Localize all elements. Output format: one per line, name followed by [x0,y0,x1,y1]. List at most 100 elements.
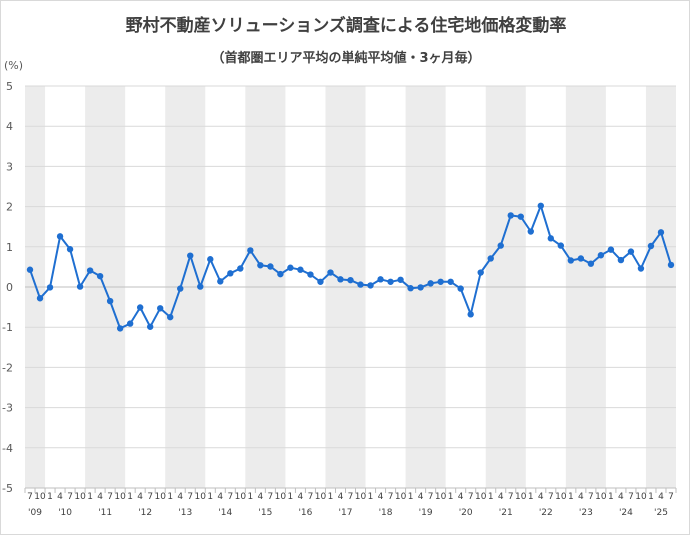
x-month-label: 10 [635,492,647,502]
x-year-label: '19 [419,508,433,518]
data-point [437,278,444,285]
x-month-label: 7 [227,492,233,502]
data-point [627,248,635,255]
x-month-label: 4 [177,492,183,502]
data-point [257,262,264,269]
data-point [387,278,394,285]
x-month-label: 1 [167,492,173,502]
y-tick-label: 0 [6,281,13,294]
data-point [577,255,585,262]
x-month-label: 10 [195,492,207,502]
y-tick-label: -4 [2,442,13,455]
data-point [507,212,514,219]
x-month-label: 10 [114,492,126,502]
x-month-label: 4 [57,492,63,502]
data-point [537,202,544,209]
x-month-label: 4 [578,492,584,502]
x-month-label: 4 [137,492,143,502]
chart-subtitle: （首都圏エリア平均の単純平均値・3ヶ月毎） [211,51,481,66]
x-month-label: 4 [378,492,384,502]
x-month-label: 7 [508,492,514,502]
data-point [647,242,655,250]
x-year-label: '12 [138,508,152,518]
data-point [187,252,194,259]
x-month-label: 4 [418,492,424,502]
data-point [617,256,625,264]
data-point [477,269,484,276]
x-month-label: 4 [97,492,103,502]
x-month-label: 10 [595,492,607,502]
x-year-label: '18 [379,508,393,518]
x-month-label: 1 [368,492,374,502]
data-point [287,264,294,271]
x-month-label: 1 [568,492,574,502]
data-point [407,285,414,292]
data-point [177,285,184,292]
data-point [457,285,464,292]
x-month-label: 4 [618,492,624,502]
data-point [197,283,204,290]
x-year-label: '14 [218,508,232,518]
x-month-label: 7 [668,492,674,502]
x-month-label: 1 [488,492,494,502]
data-point [267,263,274,270]
data-point [527,228,534,235]
data-point [247,247,254,254]
x-month-label: 1 [127,492,133,502]
x-month-label: 7 [187,492,193,502]
x-month-label: 1 [448,492,454,502]
x-month-label: 10 [515,492,527,502]
data-point [557,242,565,249]
data-point [367,282,374,289]
x-month-label: 7 [348,492,354,502]
x-month-label: 7 [388,492,394,502]
x-year-label: '13 [178,508,192,518]
x-month-label: 4 [257,492,263,502]
data-point [66,246,74,253]
x-month-label: 7 [67,492,73,502]
x-month-label: 10 [275,492,287,502]
x-month-label: 7 [548,492,554,502]
x-month-label: 1 [47,492,53,502]
x-month-label: 10 [435,492,447,502]
data-point [26,266,34,273]
x-month-label: 1 [87,492,93,502]
y-tick-label: 4 [6,120,13,133]
x-month-label: 1 [608,492,614,502]
y-tick-label: 5 [6,80,13,93]
data-point [36,295,44,302]
x-month-label: 4 [217,492,223,502]
data-point [327,269,334,276]
x-month-label: 10 [315,492,327,502]
data-point [547,235,555,242]
data-point [307,271,314,278]
data-point [217,278,224,285]
x-month-label: 7 [308,492,314,502]
x-month-label: 4 [338,492,344,502]
data-point [237,265,244,272]
data-point [347,276,354,284]
x-month-label: 4 [658,492,664,502]
x-month-label: 7 [588,492,594,502]
data-point [297,266,304,273]
x-year-label: '20 [459,508,473,518]
data-point [587,260,595,267]
x-month-label: 7 [147,492,153,502]
x-month-label: 10 [475,492,487,502]
data-point [207,256,214,263]
data-point [597,252,605,259]
data-point [607,246,615,253]
y-tick-label: 1 [6,241,13,254]
x-month-label: 4 [458,492,464,502]
y-tick-label: -5 [2,482,13,495]
x-month-label: 4 [298,492,304,502]
data-point [116,325,124,332]
x-month-label: 7 [628,492,634,502]
x-month-label: 1 [288,492,294,502]
y-tick-label: -1 [2,321,13,334]
x-year-label: '10 [58,508,72,518]
data-point [377,276,384,283]
data-point [567,257,575,264]
x-month-label: 10 [34,492,46,502]
